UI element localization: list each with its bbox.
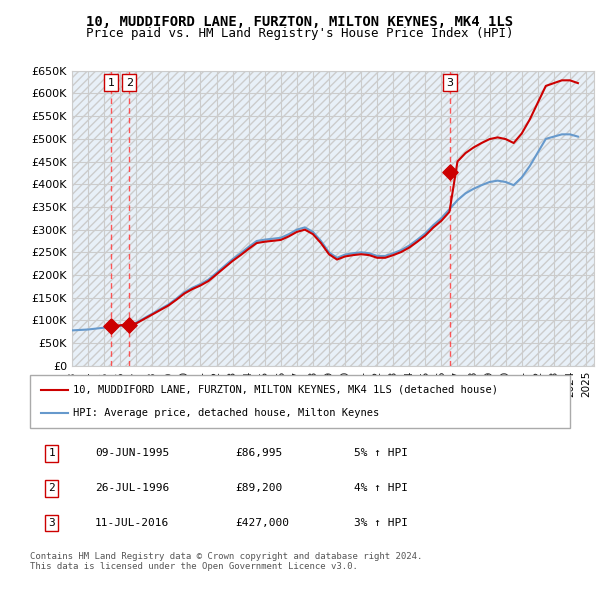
Text: 3: 3 xyxy=(446,78,454,87)
Text: 26-JUL-1996: 26-JUL-1996 xyxy=(95,483,169,493)
FancyBboxPatch shape xyxy=(30,375,570,428)
Text: £427,000: £427,000 xyxy=(235,518,289,528)
Text: £86,995: £86,995 xyxy=(235,448,283,458)
Text: Price paid vs. HM Land Registry's House Price Index (HPI): Price paid vs. HM Land Registry's House … xyxy=(86,27,514,40)
Text: 3: 3 xyxy=(48,518,55,528)
Text: 4% ↑ HPI: 4% ↑ HPI xyxy=(354,483,408,493)
Text: 3% ↑ HPI: 3% ↑ HPI xyxy=(354,518,408,528)
Point xyxy=(106,322,116,331)
Text: 10, MUDDIFORD LANE, FURZTON, MILTON KEYNES, MK4 1LS (detached house): 10, MUDDIFORD LANE, FURZTON, MILTON KEYN… xyxy=(73,385,498,395)
Text: 1: 1 xyxy=(107,78,115,87)
Point xyxy=(445,168,455,177)
Text: 10, MUDDIFORD LANE, FURZTON, MILTON KEYNES, MK4 1LS: 10, MUDDIFORD LANE, FURZTON, MILTON KEYN… xyxy=(86,15,514,29)
Point xyxy=(125,320,134,330)
Text: 09-JUN-1995: 09-JUN-1995 xyxy=(95,448,169,458)
Text: 11-JUL-2016: 11-JUL-2016 xyxy=(95,518,169,528)
Text: 5% ↑ HPI: 5% ↑ HPI xyxy=(354,448,408,458)
Text: HPI: Average price, detached house, Milton Keynes: HPI: Average price, detached house, Milt… xyxy=(73,408,379,418)
Text: £89,200: £89,200 xyxy=(235,483,283,493)
Text: 2: 2 xyxy=(126,78,133,87)
Text: 2: 2 xyxy=(48,483,55,493)
Text: Contains HM Land Registry data © Crown copyright and database right 2024.
This d: Contains HM Land Registry data © Crown c… xyxy=(30,552,422,571)
Text: 1: 1 xyxy=(48,448,55,458)
